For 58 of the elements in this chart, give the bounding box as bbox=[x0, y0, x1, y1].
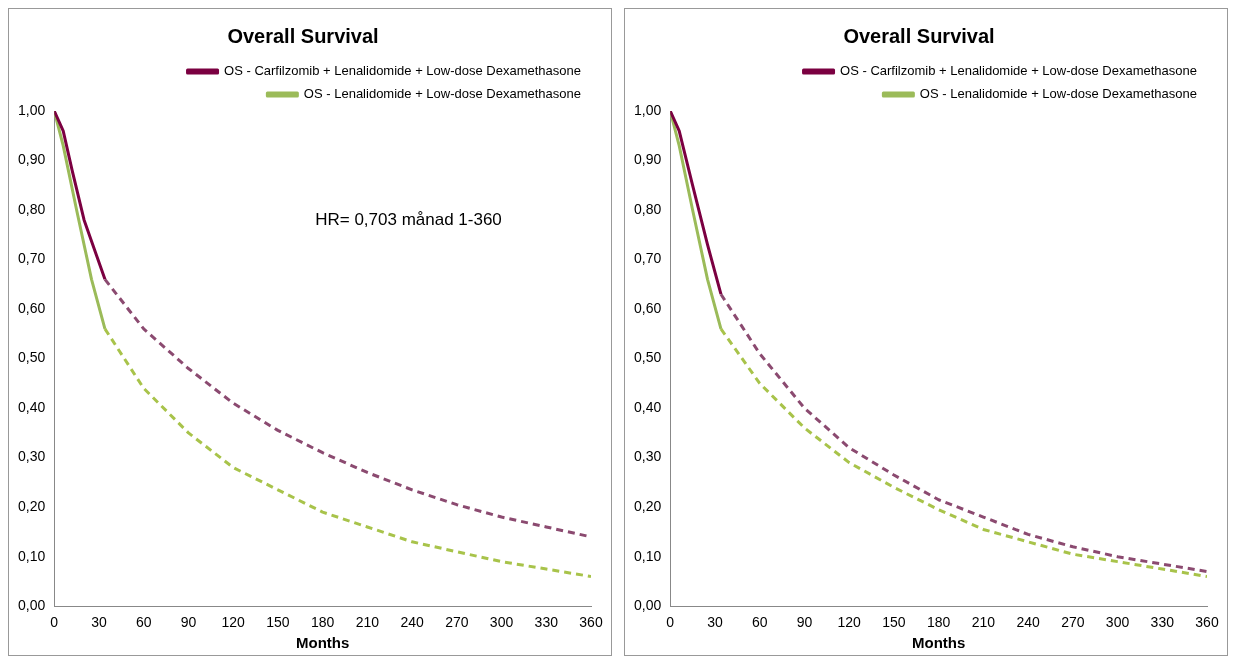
x-tick-label: 240 bbox=[1016, 614, 1040, 631]
y-tick-label: 0,10 bbox=[18, 547, 46, 564]
line-series bbox=[103, 327, 591, 578]
x-tick-label: 270 bbox=[1061, 614, 1085, 631]
y-tick-label: 1,00 bbox=[634, 101, 662, 118]
y-tick-label: 0,80 bbox=[634, 200, 662, 217]
x-tick-label: 210 bbox=[355, 614, 380, 631]
y-tick-label: 0,60 bbox=[18, 299, 46, 316]
y-tick-label: 0,50 bbox=[634, 349, 662, 366]
y-tick-label: 0,00 bbox=[634, 597, 662, 614]
x-tick-label: 150 bbox=[882, 614, 906, 631]
x-tick-label: 300 bbox=[489, 614, 514, 631]
x-tick-label: 120 bbox=[837, 614, 862, 631]
x-axis-title: Months bbox=[295, 634, 350, 652]
legend-label: OS - Carfilzomib + Lenalidomide + Low-dose Dexamethasone bbox=[224, 63, 582, 79]
x-tick-label: 360 bbox=[579, 614, 603, 631]
x-tick-label: 210 bbox=[971, 614, 996, 631]
x-tick-label: 240 bbox=[400, 614, 424, 631]
y-tick-label: 0,50 bbox=[18, 349, 46, 366]
y-tick-label: 1,00 bbox=[18, 101, 46, 118]
y-tick-label: 0,90 bbox=[634, 151, 662, 168]
x-tick-label: 180 bbox=[310, 614, 335, 631]
y-tick-label: 0,70 bbox=[634, 250, 662, 267]
y-tick-label: 0,30 bbox=[634, 448, 662, 465]
x-tick-label: 360 bbox=[1195, 614, 1219, 631]
y-tick-label: 0,20 bbox=[634, 498, 662, 515]
y-tick-label: 0,40 bbox=[18, 398, 46, 415]
annotation: HR= 0,703 månad 1-360 bbox=[315, 209, 502, 229]
x-tick-label: 0 bbox=[50, 614, 59, 631]
legend-label: OS - Lenalidomide + Low-dose Dexamethasone bbox=[303, 86, 582, 102]
x-tick-label: 60 bbox=[751, 614, 768, 631]
y-tick-label: 0,30 bbox=[18, 448, 46, 465]
x-tick-label: 300 bbox=[1105, 614, 1130, 631]
y-tick-label: 0,60 bbox=[634, 299, 662, 316]
legend-label: OS - Lenalidomide + Low-dose Dexamethasone bbox=[919, 86, 1198, 102]
x-tick-label: 90 bbox=[180, 614, 197, 631]
x-tick-label: 0 bbox=[666, 614, 675, 631]
x-axis-title: Months bbox=[911, 634, 966, 652]
x-tick-label: 120 bbox=[221, 614, 246, 631]
y-tick-label: 0,10 bbox=[634, 547, 662, 564]
x-tick-label: 330 bbox=[534, 614, 559, 631]
x-tick-label: 90 bbox=[796, 614, 813, 631]
x-tick-label: 270 bbox=[445, 614, 469, 631]
x-tick-label: 150 bbox=[266, 614, 290, 631]
x-tick-label: 60 bbox=[135, 614, 152, 631]
chart-title: Overall Survival bbox=[227, 24, 379, 47]
y-tick-label: 0,40 bbox=[634, 398, 662, 415]
x-tick-label: 330 bbox=[1150, 614, 1175, 631]
legend-label: OS - Carfilzomib + Lenalidomide + Low-dose Dexamethasone bbox=[840, 63, 1198, 79]
x-tick-label: 180 bbox=[926, 614, 951, 631]
x-tick-label: 30 bbox=[91, 614, 107, 631]
y-tick-label: 0,20 bbox=[18, 498, 46, 515]
y-tick-label: 0,80 bbox=[18, 200, 46, 217]
y-tick-label: 0,00 bbox=[18, 597, 46, 614]
x-tick-label: 30 bbox=[707, 614, 723, 631]
y-tick-label: 0,70 bbox=[18, 250, 46, 267]
y-tick-label: 0,90 bbox=[18, 151, 46, 168]
chart-title: Overall Survival bbox=[843, 24, 995, 47]
